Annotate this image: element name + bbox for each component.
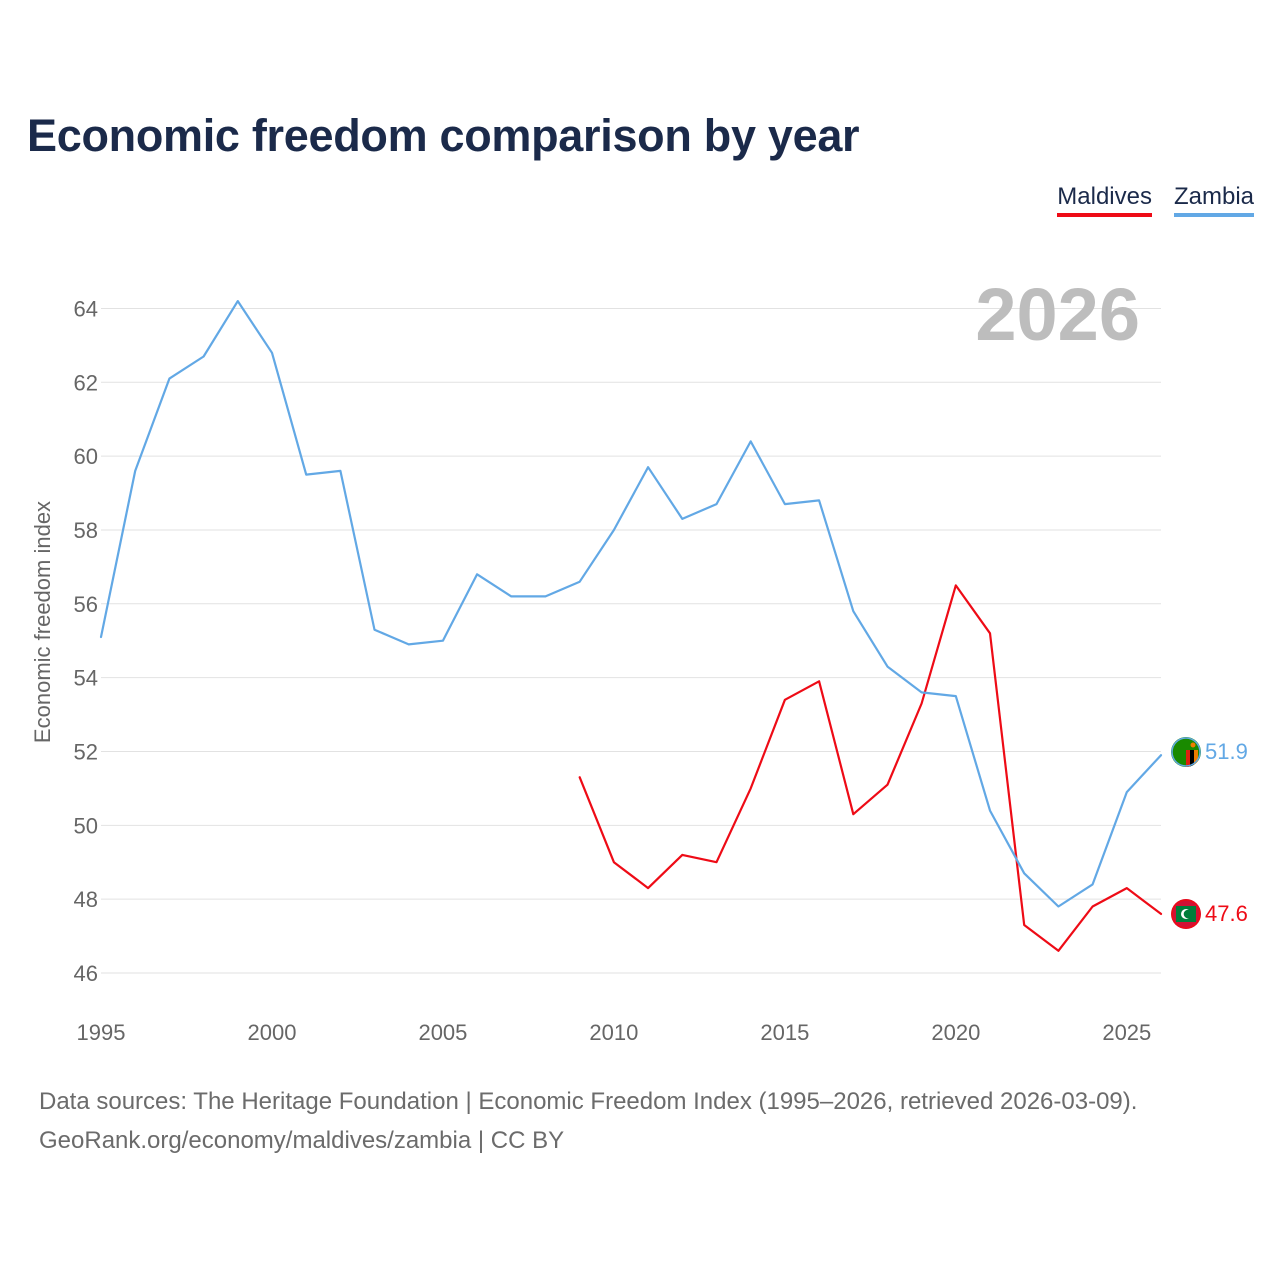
x-tick-label: 2005 (418, 1020, 467, 1045)
x-tick-label: 2010 (589, 1020, 638, 1045)
maldives-flag-icon (1171, 899, 1201, 929)
y-axis-label: Economic freedom index (30, 501, 55, 743)
legend-item-maldives[interactable]: Maldives (1057, 183, 1152, 217)
x-tick-label: 1995 (77, 1020, 126, 1045)
y-tick-label: 60 (74, 444, 98, 469)
end-value-label-zambia: 51.9 (1205, 739, 1248, 764)
y-tick-label: 58 (74, 518, 98, 543)
y-tick-label: 50 (74, 813, 98, 838)
y-tick-label: 62 (74, 370, 98, 395)
y-tick-label: 48 (74, 887, 98, 912)
y-tick-label: 46 (74, 961, 98, 986)
zambia-flag-icon (1171, 737, 1201, 767)
y-axis: 46 48 50 52 54 56 58 60 62 64 (74, 296, 98, 986)
series-line-maldives (578, 584, 1163, 952)
legend: Maldives Zambia (1057, 183, 1254, 217)
end-value-label-maldives: 47.6 (1205, 901, 1248, 926)
y-tick-label: 64 (74, 296, 98, 321)
grid (101, 307, 1161, 974)
y-tick-label: 54 (74, 666, 98, 691)
y-tick-label: 56 (74, 592, 98, 617)
x-tick-label: 2015 (760, 1020, 809, 1045)
series-line-zambia (99, 300, 1163, 908)
y-tick-label: 52 (74, 739, 98, 764)
credit-note: GeoRank.org/economy/maldives/zambia | CC… (39, 1127, 565, 1154)
year-watermark: 2026 (975, 273, 1140, 356)
x-tick-label: 2020 (931, 1020, 980, 1045)
x-tick-label: 2025 (1102, 1020, 1151, 1045)
series (99, 300, 1163, 952)
legend-item-zambia[interactable]: Zambia (1173, 183, 1254, 217)
chart-title: Economic freedom comparison by year (27, 110, 860, 161)
data-source-note: Data sources: The Heritage Foundation | … (39, 1088, 1138, 1115)
x-axis: 1995 2000 2005 2010 2015 2020 2025 (77, 1020, 1152, 1045)
x-tick-label: 2000 (247, 1020, 296, 1045)
